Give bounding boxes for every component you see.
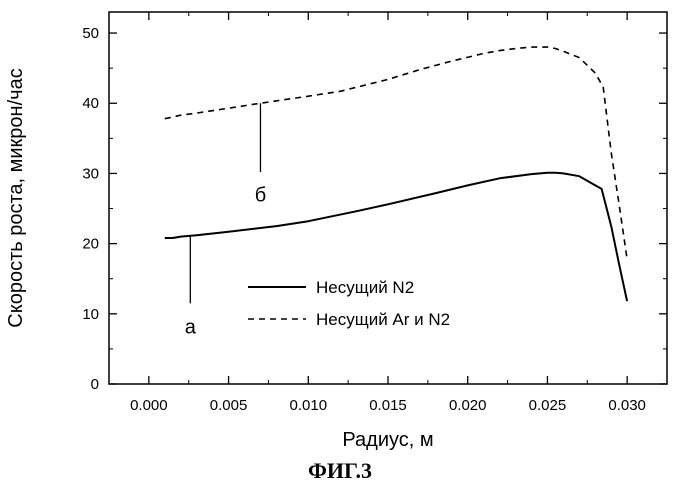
callout-label: б [255, 185, 266, 207]
x-axis-title: Радиус, м [342, 429, 433, 451]
y-tick-label: 40 [82, 95, 99, 112]
x-tick-label: 0.005 [210, 397, 248, 414]
y-tick-labels: 0 10 20 30 40 50 [82, 25, 99, 393]
x-tick-label: 0.015 [369, 397, 407, 414]
y-axis-title: Скорость роста, микрон/час [5, 68, 27, 327]
callout-label: а [185, 316, 197, 338]
x-tick-label: 0.030 [608, 397, 646, 414]
figure-caption: ФИГ.3 [0, 458, 680, 484]
series-line-ar-n2 [165, 47, 627, 259]
x-tick-label: 0.025 [529, 397, 567, 414]
y-tick-label: 10 [82, 306, 99, 323]
series-layer [165, 47, 627, 301]
annotation-layer: аб [185, 103, 266, 338]
x-tick-label: 0.020 [449, 397, 487, 414]
y-tick-label: 50 [82, 25, 99, 42]
x-tick-label: 0.010 [290, 397, 328, 414]
y-tick-label: 0 [91, 376, 99, 393]
legend: Несущий N2 Несущий Ar и N2 [248, 278, 450, 329]
legend-label-ar-n2: Несущий Ar и N2 [316, 310, 450, 329]
x-tick-label: 0.000 [130, 397, 168, 414]
legend-label-n2: Несущий N2 [316, 278, 414, 297]
y-tick-label: 30 [82, 165, 99, 182]
x-tick-labels: 0.000 0.005 0.010 0.015 0.020 0.025 0.030 [130, 397, 646, 414]
y-tick-label: 20 [82, 236, 99, 253]
